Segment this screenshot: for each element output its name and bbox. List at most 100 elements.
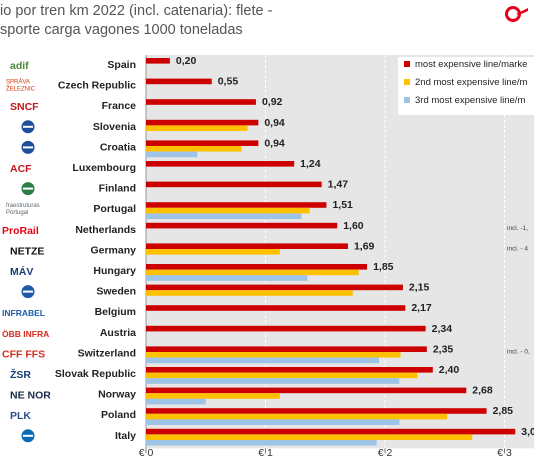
data-label-norway: 2,68	[472, 385, 493, 397]
legend-label-1: most expensive line/marke	[415, 59, 527, 70]
x-tick-label: € 2	[378, 447, 393, 459]
category-label-spain: Spain	[107, 59, 136, 71]
annotation-germany: incl. - 4	[507, 245, 528, 252]
logo-pkp-plk-icon: PLK	[10, 410, 31, 422]
svg-text:ŽSR: ŽSR	[10, 368, 31, 381]
bar-hungary-series-2	[146, 269, 359, 276]
category-label-norway: Norway	[98, 389, 136, 401]
category-label-germany: Germany	[90, 244, 136, 256]
svg-text:ACF: ACF	[10, 163, 32, 175]
data-label-spain: 0,20	[176, 55, 197, 67]
chart-title-line-2: sporte carga vagones 1000 toneladas	[0, 22, 243, 38]
category-label-netherlands: Netherlands	[75, 224, 136, 236]
logo-sncf-r-seau-icon: SNCF	[10, 101, 39, 113]
bar-slovenia-series-2	[146, 125, 248, 131]
bar-slovak-republic-series-2	[146, 372, 418, 379]
category-label-austria: Austria	[100, 327, 136, 339]
category-label-sweden: Sweden	[96, 286, 136, 298]
annotation-switzerland: incl. - 0,	[507, 348, 530, 355]
bar-norway-series-2	[146, 393, 280, 399]
bar-hungary-series-1	[146, 264, 368, 270]
bar-portugal-series-2	[146, 207, 310, 214]
x-tick-label: € 0	[139, 447, 154, 459]
bar-italy-series-2	[146, 434, 473, 440]
bar-slovak-republic-series-1	[146, 367, 433, 373]
data-label-netherlands: 1,60	[343, 220, 364, 232]
logo-netze-icon: NETZE	[10, 245, 44, 257]
annotation-netherlands: incl. -1,	[507, 225, 528, 232]
bar-slovak-republic-series-3	[146, 378, 400, 384]
data-label-germany: 1,69	[354, 240, 375, 252]
svg-text:NE NOR: NE NOR	[10, 390, 51, 402]
logo-rfi-icon	[21, 429, 35, 443]
category-label-finland: Finland	[99, 183, 136, 195]
category-label-croatia: Croatia	[100, 141, 136, 153]
bar-portugal-series-1	[146, 202, 327, 208]
category-label-luxembourg: Luxembourg	[72, 162, 136, 174]
bar-portugal-series-3	[146, 213, 302, 219]
svg-text:CFF FFS: CFF FFS	[2, 348, 45, 360]
bar-sweden-series-2	[146, 290, 353, 296]
data-label-italy: 3,0	[521, 426, 534, 438]
category-label-slovak-republic: Slovak Republic	[55, 368, 136, 380]
svg-text:Portugal: Portugal	[6, 210, 28, 216]
logo-adif-icon: adif	[10, 60, 29, 72]
data-label-belgium: 2,17	[411, 302, 432, 314]
bar-poland-series-2	[146, 413, 448, 420]
category-label-france: France	[102, 100, 137, 112]
x-tick-label: € 3	[497, 447, 512, 459]
bar-poland-series-1	[146, 408, 487, 414]
chart-title-line-1: io por tren km 2022 (incl. catenaria): f…	[0, 3, 273, 19]
bar-slovenia-series-1	[146, 119, 259, 126]
logo-sr-icon: ŽSR	[10, 368, 31, 381]
category-label-italy: Italy	[115, 430, 136, 442]
legend-label-2: 2nd most expensive line/m	[415, 77, 528, 88]
data-label-poland: 2,85	[493, 405, 514, 417]
data-label-switzerland: 2,35	[433, 343, 454, 355]
bar-croatia-series-3	[146, 151, 198, 158]
logo-bane-nor-icon: NE NOR	[10, 390, 51, 402]
data-label-croatia: 0,94	[264, 137, 285, 149]
svg-text:NETZE: NETZE	[10, 245, 44, 257]
data-label-sweden: 2,15	[409, 282, 430, 294]
bar-netherlands-series-1	[146, 222, 338, 229]
legend-box	[398, 57, 534, 115]
bar-belgium-series-1	[146, 305, 406, 311]
category-label-portugal: Portugal	[93, 203, 136, 215]
bar-france-series-1	[146, 99, 256, 105]
bar-austria-series-1	[146, 325, 426, 332]
data-label-luxembourg: 1,24	[300, 158, 321, 170]
bar-croatia-series-1	[146, 140, 259, 146]
chart-title: io por tren km 2022 (incl. catenaria): f…	[0, 2, 470, 40]
logo-m-v-icon: MÁV	[10, 265, 33, 278]
svg-text:fraestruturas: fraestruturas	[6, 203, 40, 209]
bar-switzerland-series-3	[146, 357, 380, 364]
svg-text:ProRail: ProRail	[2, 225, 39, 237]
bar-switzerland-series-1	[146, 346, 427, 352]
bar-italy-series-1	[146, 428, 516, 435]
category-label-czech-republic: Czech Republic	[58, 80, 136, 92]
bar-norway-series-1	[146, 387, 467, 394]
db-logo-icon	[505, 6, 528, 22]
data-label-czech-republic: 0,55	[218, 76, 239, 88]
bar-germany-series-2	[146, 249, 280, 255]
svg-text:ŽELEZNIC: ŽELEZNIC	[6, 85, 36, 93]
data-label-portugal: 1,51	[332, 199, 353, 211]
svg-text:MÁV: MÁV	[10, 265, 33, 278]
svg-text:adif: adif	[10, 60, 29, 72]
logo-trafikverket-icon	[21, 285, 35, 299]
logo-v-yl-icon	[21, 182, 35, 196]
data-label-slovenia: 0,94	[264, 117, 285, 129]
bar-czech-republic-series-1	[146, 78, 212, 85]
bar-sweden-series-1	[146, 284, 403, 291]
bar-germany-series-1	[146, 243, 348, 249]
legend-swatch-3	[404, 97, 410, 103]
bar-italy-series-3	[146, 440, 377, 446]
category-label-belgium: Belgium	[95, 306, 136, 318]
logo-infrabel-icon: INFRABEL	[2, 308, 45, 318]
logo-prorail-icon: ProRail	[2, 225, 39, 237]
svg-text:PLK: PLK	[10, 410, 31, 422]
legend-swatch-1	[404, 61, 410, 67]
legend-label-3: 3rd most expensive line/m	[415, 95, 525, 106]
